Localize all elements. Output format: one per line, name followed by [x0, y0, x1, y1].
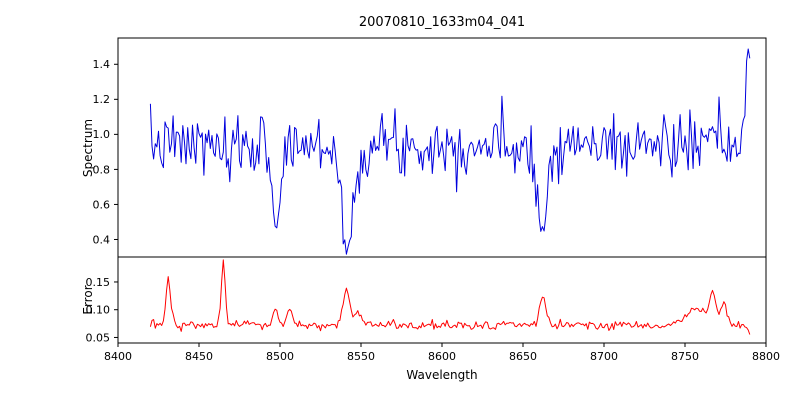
spectrum-y-tick-label: 0.6: [93, 198, 111, 211]
x-axis-label: Wavelength: [406, 368, 477, 382]
spectrum-y-tick-label: 0.4: [93, 233, 111, 246]
x-tick-label: 8450: [185, 350, 213, 363]
spectrum-y-tick-label: 0.8: [93, 163, 111, 176]
x-tick-label: 8700: [590, 350, 618, 363]
x-tick-label: 8750: [671, 350, 699, 363]
x-tick-label: 8650: [509, 350, 537, 363]
x-tick-label: 8600: [428, 350, 456, 363]
spectrum-y-tick-label: 1.0: [93, 128, 111, 141]
spectrum-y-tick-label: 1.2: [93, 93, 111, 106]
x-tick-label: 8500: [266, 350, 294, 363]
x-tick-label: 8800: [752, 350, 780, 363]
panel-border-error: [117, 256, 767, 344]
axes-layer: 0.4 0.6 0.8 1.0 1.2 1.4 0.05 0.10 0.15 8400 8450 85…: [86, 37, 780, 363]
x-tick-label: 8400: [104, 350, 132, 363]
error-y-axis-label: Error: [81, 285, 95, 314]
error-y-tick-label: 0.05: [86, 331, 111, 344]
x-tick-label: 8550: [347, 350, 375, 363]
chart-title: 20070810_1633m04_041: [359, 15, 525, 30]
spectrum-y-tick-label: 1.4: [93, 58, 111, 71]
error-y-tick-label: 0.10: [86, 304, 111, 317]
spectrum-y-axis-label: Spectrum: [81, 119, 95, 177]
error-y-tick-label: 0.15: [86, 276, 111, 289]
spectrum-line: [149, 48, 751, 255]
series-layer: [149, 48, 751, 335]
panel-border-spectrum: [117, 37, 767, 258]
error-line: [149, 259, 751, 335]
